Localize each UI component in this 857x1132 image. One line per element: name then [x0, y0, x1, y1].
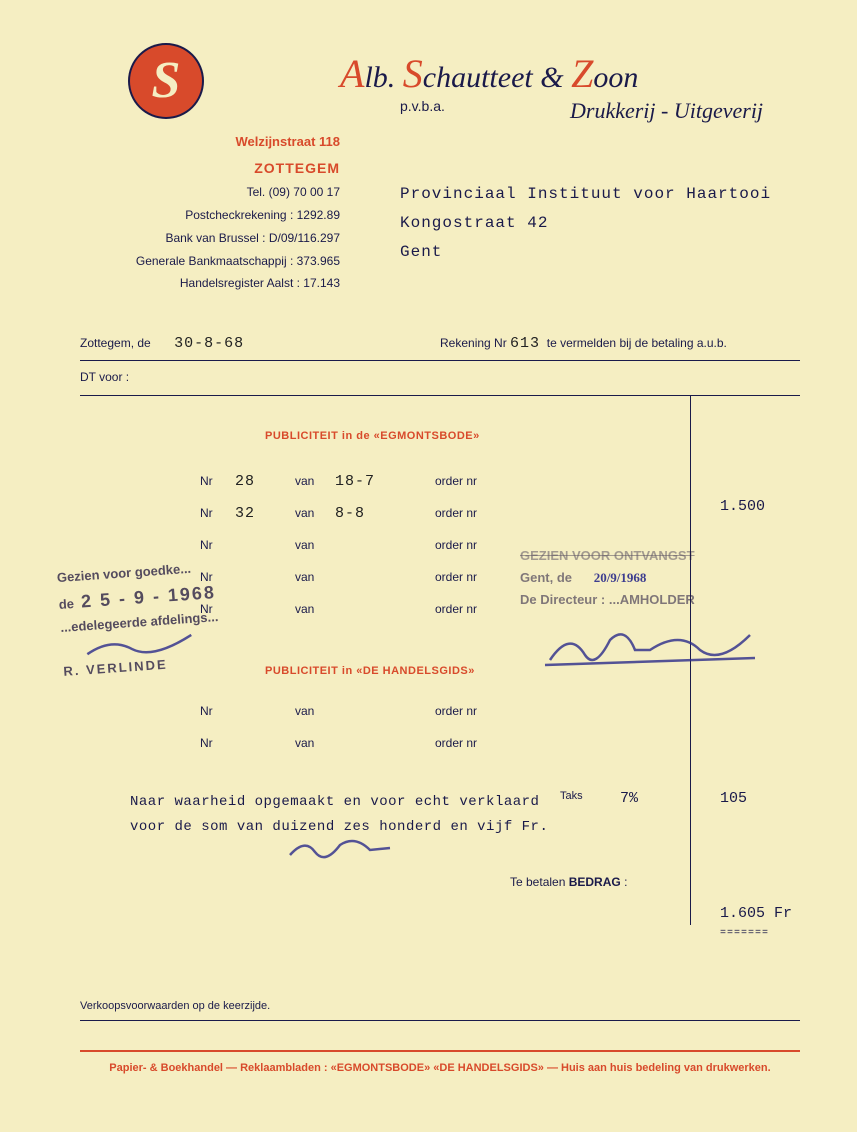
recipient-line3: Gent [400, 238, 771, 267]
sender-handelsreg: Handelsregister Aalst : 17.143 [80, 272, 340, 295]
tax-amount: 105 [720, 790, 747, 807]
total-label: Te betalen BEDRAG : [510, 875, 627, 889]
rekening-nr: 613 [510, 335, 540, 352]
company-name: Alb. Schautteet & Zoon [340, 50, 638, 97]
sender-street: Welzijnstraat 118 [80, 130, 340, 155]
rekening-label-pre: Rekening Nr [440, 336, 507, 350]
table-row: Nr van order nr [200, 695, 690, 727]
section1-title: PUBLICITEIT in de «EGMONTSBODE» [265, 430, 480, 442]
sender-bank-brussel: Bank van Brussel : D/09/116.297 [80, 227, 340, 250]
recipient-line2: Kongostraat 42 [400, 209, 771, 238]
rekening-label-post: te vermelden bij de betaling a.u.b. [547, 336, 727, 350]
table-row: Nr van order nr [200, 727, 690, 759]
section2-rows: Nr van order nr Nr van order nr [200, 695, 690, 759]
signature-right [540, 620, 760, 680]
invoice-date: 30-8-68 [174, 335, 244, 352]
section2-title: PUBLICITEIT in «DE HANDELSGIDS» [265, 665, 475, 677]
tax-label: Taks [560, 790, 583, 802]
terms-note: Verkoopsvoorwaarden op de keerzijde. [80, 1000, 270, 1012]
approval-stamp-right: GEZIEN VOOR ONTVANGST Gent, de 20/9/1968… [520, 545, 800, 611]
table-row: Nr 28 van 18-7 order nr [200, 465, 690, 497]
footer-text: Papier- & Boekhandel — Reklaambladen : «… [80, 1062, 800, 1074]
place-label: Zottegem, de [80, 336, 151, 350]
table-row: Nr 32 van 8-8 order nr [200, 497, 690, 529]
section1-amount: 1.500 [720, 498, 765, 515]
total-amount: 1.605 Fr [720, 905, 792, 922]
divider [80, 1020, 800, 1021]
invoice-dateline: Zottegem, de 30-8-68 Rekening Nr 613 te … [80, 335, 800, 352]
divider [80, 395, 800, 396]
sender-address-block: Welzijnstraat 118 ZOTTEGEM Tel. (09) 70 … [80, 130, 340, 295]
sender-city: ZOTTEGEM [80, 155, 340, 182]
tax-pct: 7% [620, 790, 638, 807]
recipient-line1: Provinciaal Instituut voor Haartooi [400, 180, 771, 209]
recipient-block: Provinciaal Instituut voor Haartooi Kong… [400, 180, 771, 266]
sender-postcheck: Postcheckrekening : 1292.89 [80, 204, 340, 227]
company-subtitle: Drukkerij - Uitgeverij [570, 98, 763, 124]
legal-form: p.v.b.a. [400, 98, 445, 114]
signature-small [280, 830, 400, 870]
total-underline: ======= [720, 928, 769, 939]
dt-label: DT voor : [80, 370, 129, 384]
divider [80, 360, 800, 361]
sender-tel: Tel. (09) 70 00 17 [80, 181, 340, 204]
footer-rule [80, 1050, 800, 1052]
sender-bank-generale: Generale Bankmaatschappij : 373.965 [80, 250, 340, 273]
approval-stamp-left: Gezien voor goedke... de 2 5 - 9 - 1968 … [56, 552, 293, 683]
company-logo: S [130, 45, 202, 117]
